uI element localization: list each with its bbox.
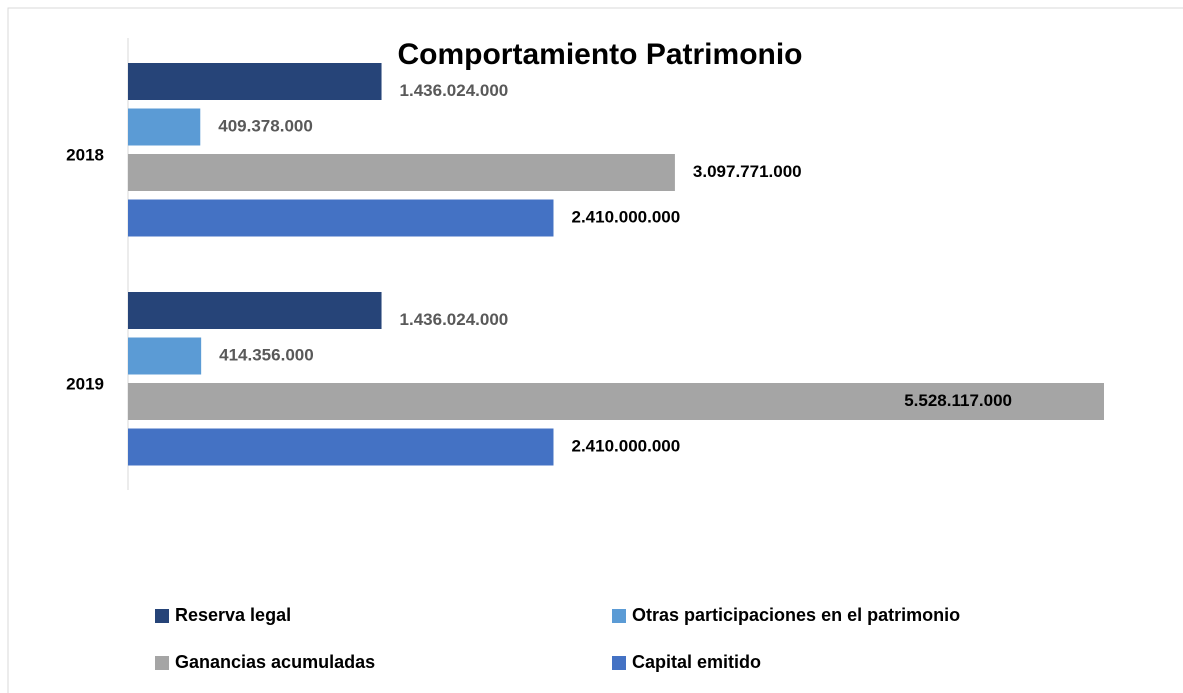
value-label: 2.410.000.000 [571,436,680,455]
category-label: 2019 [66,375,104,394]
value-label: 409.378.000 [218,116,313,135]
value-label: 2.410.000.000 [571,207,680,226]
bar [128,428,554,466]
value-label: 1.436.024.000 [400,81,509,100]
category-label: 2018 [66,146,104,165]
bar [128,383,1104,420]
legend-swatch [612,656,626,670]
bar [128,154,675,191]
bar [128,337,202,375]
bar [128,108,201,146]
legend-label: Reserva legal [175,605,291,625]
chart-border [7,7,1183,693]
legend-label: Ganancias acumuladas [175,652,375,672]
legend-label: Otras participaciones en el patrimonio [632,605,960,625]
bar [128,292,382,329]
legend-swatch [155,609,169,623]
value-label: 1.436.024.000 [400,310,509,329]
value-label: 414.356.000 [219,345,314,364]
legend-swatch [612,609,626,623]
value-label: 5.528.117.000 [904,391,1012,410]
value-label: 3.097.771.000 [693,162,802,181]
legend-swatch [155,656,169,670]
bar [128,199,554,237]
legend-label: Capital emitido [632,652,761,672]
bar [128,63,382,100]
chart-title: Comportamiento Patrimonio [397,38,802,71]
